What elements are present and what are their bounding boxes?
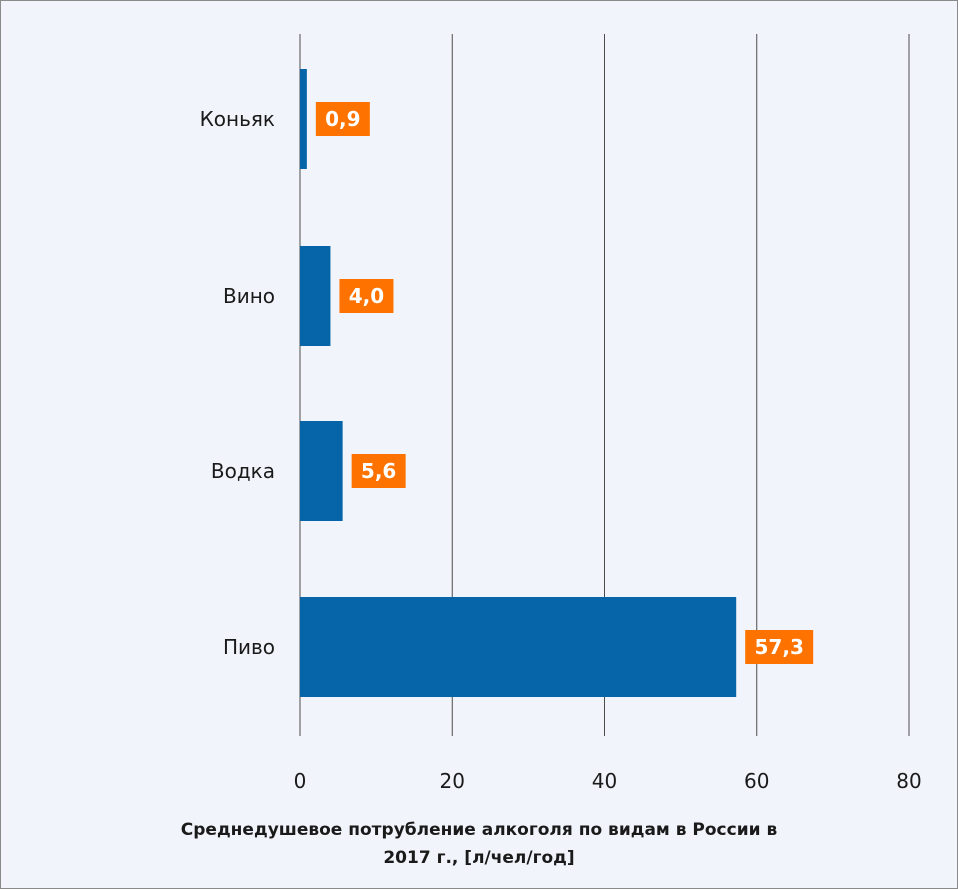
bar-chart: 0,9 4,0 5,6 57,3 Коньяк Вино Водка Пиво 0 20 40 6… xyxy=(200,34,922,793)
data-label-1: 0,9 xyxy=(325,107,360,131)
x-tick-label-20: 20 xyxy=(440,769,465,793)
data-label-box-2 xyxy=(339,279,394,313)
chart-title: Среднедушевое потрубление алкоголя по ви… xyxy=(1,816,957,872)
chart-title-line-1: Среднедушевое потрубление алкоголя по ви… xyxy=(180,820,778,840)
data-label-2: 4,0 xyxy=(349,284,384,308)
bar-1 xyxy=(300,69,307,169)
x-tick-label-60: 60 xyxy=(744,769,769,793)
x-tick-label-80: 80 xyxy=(896,769,921,793)
category-label-3: Водка xyxy=(211,459,275,483)
data-label-box-1 xyxy=(315,102,370,136)
category-label-1: Коньяк xyxy=(200,107,275,131)
x-tick-label-40: 40 xyxy=(592,769,617,793)
data-label-4: 57,3 xyxy=(755,635,804,659)
bar-4 xyxy=(300,597,737,697)
data-label-3: 5,6 xyxy=(361,459,396,483)
x-tick-label-0: 0 xyxy=(294,769,307,793)
bar-3 xyxy=(300,421,343,521)
category-label-4: Пиво xyxy=(223,635,275,659)
data-labels: 0,9 4,0 5,6 57,3 xyxy=(315,102,814,664)
x-axis-tick-labels: 0 20 40 60 80 xyxy=(294,769,922,793)
category-label-2: Вино xyxy=(223,284,275,308)
bar-2 xyxy=(300,246,331,346)
category-labels: Коньяк Вино Водка Пиво xyxy=(200,107,275,659)
data-label-box-3 xyxy=(351,454,406,488)
chart-title-line-2: 2017 г., [л/чел/год] xyxy=(383,848,575,868)
data-label-box-4 xyxy=(745,630,814,664)
bars xyxy=(300,69,737,697)
